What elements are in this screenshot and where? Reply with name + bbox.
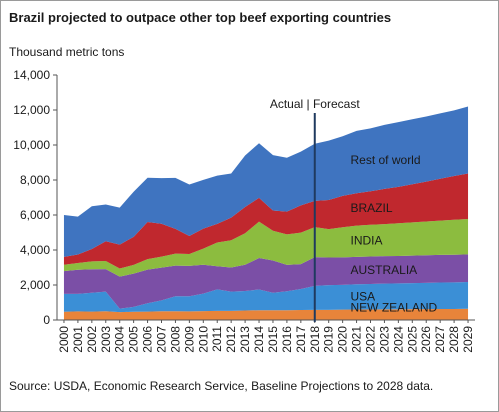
- y-axis-unit-label: Thousand metric tons: [9, 45, 125, 59]
- x-tick-label: 2014: [252, 326, 266, 353]
- x-tick-label: 2019: [322, 326, 336, 353]
- x-tick-label: 2017: [294, 326, 308, 353]
- x-tick-label: 2028: [447, 326, 461, 353]
- x-tick-label: 2005: [127, 326, 141, 353]
- x-tick-label: 2015: [266, 326, 280, 353]
- area-brazil: [63, 173, 469, 269]
- x-tick-label: 2008: [168, 326, 182, 353]
- y-tick-label: 4,000: [20, 243, 50, 257]
- x-tick-label: 2007: [155, 326, 169, 353]
- x-tick-label: 2024: [391, 326, 405, 353]
- series-label-usa: USA: [351, 290, 376, 304]
- y-tick-label: 12,000: [13, 103, 50, 117]
- x-tick-label: 2023: [377, 326, 391, 353]
- x-tick-label: 2001: [71, 326, 85, 353]
- series-label-brazil: BRAZIL: [351, 201, 393, 215]
- x-tick-label: 2011: [210, 326, 224, 352]
- y-tick-label: 14,000: [13, 68, 50, 82]
- series-label-rest-of-world: Rest of world: [351, 153, 421, 167]
- forecast-divider-label: Actual | Forecast: [270, 97, 360, 111]
- area-usa: [63, 282, 469, 313]
- y-tick-label: 8,000: [20, 173, 50, 187]
- x-tick-label: 2009: [182, 326, 196, 353]
- series-label-india: INDIA: [351, 234, 383, 248]
- area-rest-of-world: [63, 106, 469, 257]
- x-tick-label: 2025: [405, 326, 419, 353]
- y-tick-label: 10,000: [13, 138, 50, 152]
- x-tick-label: 2012: [224, 326, 238, 353]
- chart-title: Brazil projected to outpace other top be…: [9, 10, 392, 25]
- x-tick-label: 2004: [113, 326, 127, 353]
- x-tick-label: 2003: [99, 326, 113, 353]
- x-tick-label: 2018: [308, 326, 322, 353]
- x-tick-label: 2027: [433, 326, 447, 353]
- y-tick-label: 2,000: [20, 278, 50, 292]
- x-tick-label: 2016: [280, 326, 294, 353]
- y-tick-label: 6,000: [20, 208, 50, 222]
- area-india: [63, 219, 469, 277]
- x-tick-label: 2020: [336, 326, 350, 353]
- x-tick-label: 2029: [461, 326, 475, 353]
- series-label-new-zealand: NEW ZEALAND: [351, 301, 438, 315]
- area-australia: [63, 254, 469, 309]
- x-tick-label: 2010: [196, 326, 210, 353]
- series-label-australia: AUSTRALIA: [351, 263, 418, 277]
- x-tick-label: 2006: [141, 326, 155, 353]
- area-new-zealand: [63, 308, 469, 320]
- x-tick-label: 2013: [238, 326, 252, 353]
- x-tick-label: 2000: [57, 326, 71, 353]
- source-note: Source: USDA, Economic Research Service,…: [9, 379, 434, 393]
- x-tick-label: 2022: [364, 326, 378, 353]
- x-tick-label: 2026: [419, 326, 433, 353]
- x-tick-label: 2021: [350, 326, 364, 353]
- y-tick-label: 0: [43, 313, 50, 327]
- x-tick-label: 2002: [85, 326, 99, 353]
